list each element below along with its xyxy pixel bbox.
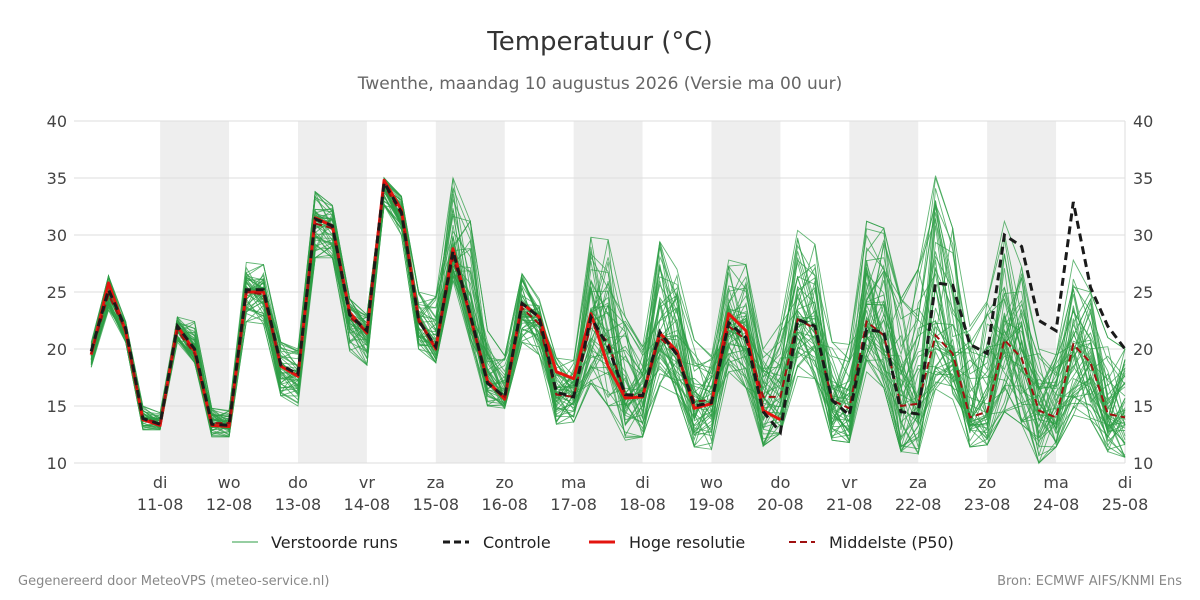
- x-tick-date: 16-08: [481, 495, 528, 514]
- y-tick-label-left: 15: [47, 397, 67, 416]
- x-tick-day: ma: [561, 473, 586, 492]
- x-tick-date: 17-08: [550, 495, 597, 514]
- ensemble-run-line-max: [90, 175, 1126, 414]
- x-tick-day: zo: [978, 473, 996, 492]
- x-tick-day: vr: [359, 473, 375, 492]
- ensemble-run-line: [90, 179, 1126, 426]
- x-axis-ticks: di 11-08 wo 12-08 do 13-08 vr 14-08 za 15-08 zo 16-…: [137, 473, 1148, 514]
- x-tick-day: di: [1118, 473, 1133, 492]
- ensemble-run-line-min: [90, 203, 1126, 464]
- y-tick-label-right: 10: [1133, 454, 1153, 473]
- legend: Verstoorde runs Controle Hoge resolutie …: [232, 533, 954, 552]
- y-tick-label-right: 40: [1133, 112, 1153, 131]
- y-tick-label-left: 30: [47, 226, 67, 245]
- y-tick-label-left: 40: [47, 112, 67, 131]
- main-series: [89, 177, 1127, 436]
- x-tick-date: 11-08: [137, 495, 184, 514]
- x-tick-day: di: [153, 473, 168, 492]
- x-tick-day: di: [635, 473, 650, 492]
- chart-title: Temperatuur (°C): [486, 27, 712, 57]
- y-axis-ticks: 10 10 15 15 20 20 25 25 30 30 35 35 40 40: [47, 112, 1154, 473]
- y-tick-label-left: 25: [47, 283, 67, 302]
- median-line: [90, 181, 1126, 425]
- ensemble-run-line: [90, 191, 1126, 457]
- x-tick-day: do: [770, 473, 790, 492]
- x-tick-day: ma: [1043, 473, 1068, 492]
- chart-subtitle: Twenthe, maandag 10 augustus 2026 (Versi…: [357, 74, 842, 94]
- x-tick-date: 19-08: [688, 495, 735, 514]
- x-tick-date: 21-08: [826, 495, 873, 514]
- ensemble-run-line: [90, 177, 1126, 424]
- x-tick-date: 13-08: [275, 495, 322, 514]
- x-tick-date: 24-08: [1033, 495, 1080, 514]
- x-tick-date: 20-08: [757, 495, 804, 514]
- x-tick-day: wo: [218, 473, 241, 492]
- legend-label-median: Middelste (P50): [829, 533, 954, 552]
- legend-label-high-res: Hoge resolutie: [629, 533, 745, 552]
- x-tick-day: wo: [700, 473, 723, 492]
- x-tick-day: zo: [496, 473, 514, 492]
- y-tick-label-right: 35: [1133, 169, 1153, 188]
- x-tick-date: 15-08: [413, 495, 460, 514]
- x-tick-date: 23-08: [964, 495, 1011, 514]
- ensemble-run-line: [90, 180, 1126, 448]
- y-tick-label-right: 25: [1133, 283, 1153, 302]
- y-tick-label-right: 15: [1133, 397, 1153, 416]
- y-tick-label-left: 10: [47, 454, 67, 473]
- x-tick-day: za: [427, 473, 445, 492]
- control-line: [89, 177, 1127, 436]
- x-tick-date: 18-08: [619, 495, 666, 514]
- x-tick-day: do: [288, 473, 308, 492]
- footer-generated-by: Gegenereerd door MeteoVPS (meteo-service…: [18, 574, 329, 589]
- y-tick-label-left: 20: [47, 340, 67, 359]
- x-tick-date: 25-08: [1102, 495, 1149, 514]
- x-tick-date: 14-08: [344, 495, 391, 514]
- y-tick-label-left: 35: [47, 169, 67, 188]
- footer-source: Bron: ECMWF AIFS/KNMI Ens: [997, 574, 1182, 589]
- x-tick-date: 22-08: [895, 495, 942, 514]
- y-tick-label-right: 20: [1133, 340, 1153, 359]
- y-tick-label-right: 30: [1133, 226, 1153, 245]
- x-tick-day: za: [909, 473, 927, 492]
- x-tick-date: 12-08: [206, 495, 253, 514]
- legend-label-control: Controle: [483, 533, 551, 552]
- x-tick-day: vr: [841, 473, 857, 492]
- legend-label-ensemble: Verstoorde runs: [271, 533, 398, 552]
- ensemble-run-line: [90, 179, 1126, 429]
